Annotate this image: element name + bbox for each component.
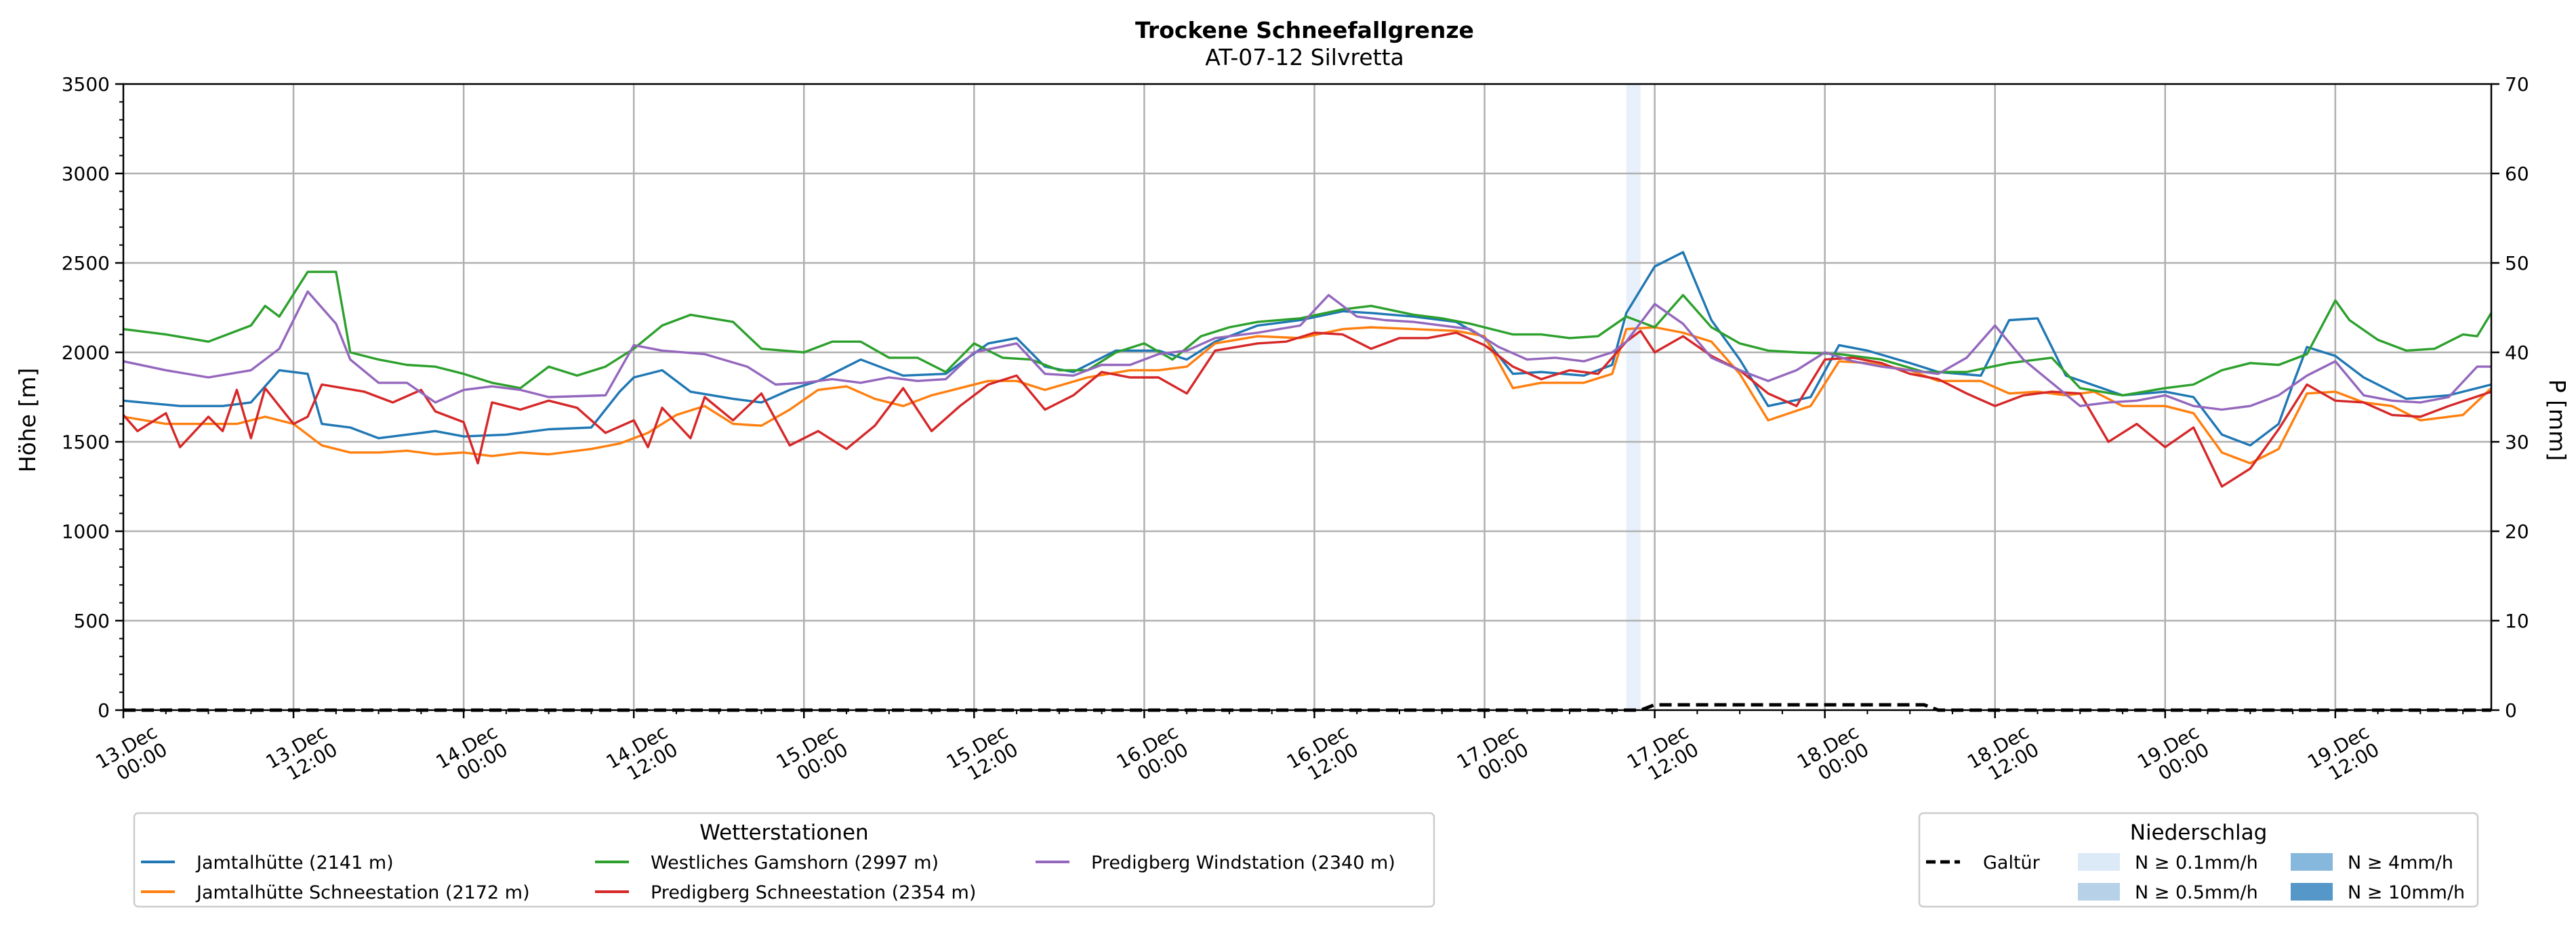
series-line <box>123 290 2491 411</box>
y2-tick-label: 30 <box>2505 431 2529 453</box>
precip-legend-swatch <box>2291 853 2333 871</box>
stations-legend-label: Jamtalhütte Schneestation (2172 m) <box>195 882 530 903</box>
stations-legend-label: Predigberg Schneestation (2354 m) <box>651 882 976 903</box>
stations-legend-box <box>133 812 1435 908</box>
stations-legend-label: Predigberg Windstation (2340 m) <box>1091 852 1395 873</box>
y2-tick-label: 20 <box>2505 520 2529 543</box>
y2-tick-label: 50 <box>2505 252 2529 274</box>
chart-title: Trockene Schneefallgrenze <box>1135 17 1474 43</box>
precip-legend-label: N ≥ 4mm/h <box>2348 852 2453 873</box>
precip-legend-label: N ≥ 0.5mm/h <box>2135 882 2258 903</box>
y-tick-label: 0 <box>98 699 110 722</box>
precip-legend-label: N ≥ 10mm/h <box>2348 882 2465 903</box>
precip-legend-title: Niederschlag <box>2130 821 2268 845</box>
precip-legend-box <box>1918 812 2479 908</box>
y2-tick-label: 70 <box>2505 73 2529 96</box>
precip-legend-swatch <box>2078 883 2120 901</box>
stations-legend-label: Jamtalhütte (2141 m) <box>195 852 394 873</box>
chart-subtitle: AT-07-12 Silvretta <box>1205 44 1404 70</box>
plot-frame <box>122 83 2493 711</box>
y2-axis-title: P [mm] <box>2544 379 2571 461</box>
y-tick-label: 2500 <box>62 252 110 274</box>
legends: Wetterstationen Jamtalhütte (2141 m) Jamta… <box>133 812 2479 908</box>
y2-tick-label: 10 <box>2505 610 2529 632</box>
precip-shading-band <box>1626 84 1641 710</box>
y-tick-label: 1000 <box>62 520 110 543</box>
y2-tick-label: 0 <box>2505 699 2517 722</box>
precip-legend-line-label: Galtür <box>1983 852 2041 873</box>
stations-legend-title: Wetterstationen <box>699 821 868 845</box>
y-tick-label: 3500 <box>62 73 110 96</box>
stations-legend-label: Westliches Gamshorn (2997 m) <box>651 852 939 873</box>
y-tick-label: 2000 <box>62 342 110 364</box>
y-tick-label: 3000 <box>62 163 110 185</box>
precip-legend-label: N ≥ 0.1mm/h <box>2135 852 2258 873</box>
series-line <box>123 270 2493 397</box>
y-axis-title: Höhe [m] <box>14 368 41 473</box>
y2-tick-label: 60 <box>2505 163 2529 185</box>
precip-legend-swatch <box>2078 853 2120 871</box>
y-tick-label: 1500 <box>62 431 110 453</box>
y2-tick-label: 40 <box>2505 342 2529 364</box>
y-tick-label: 500 <box>74 610 110 632</box>
precip-legend-swatch <box>2291 883 2333 901</box>
